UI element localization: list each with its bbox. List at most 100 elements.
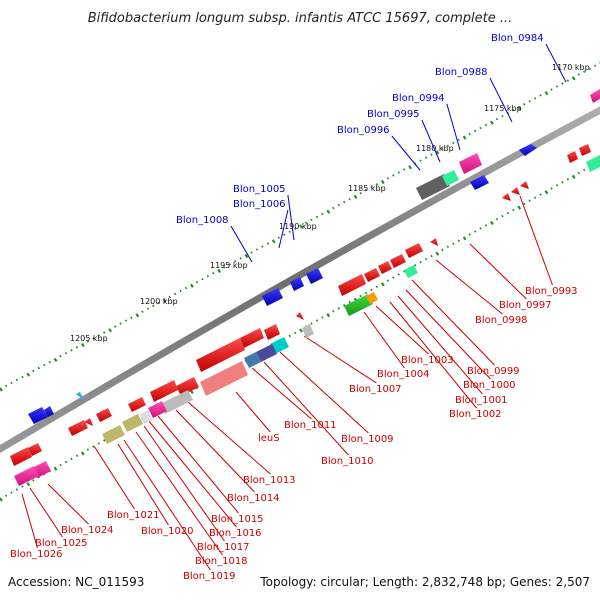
gene-Blon_1007[interactable] [296, 312, 304, 320]
gene-Blon_1006[interactable] [290, 277, 304, 291]
gene-label-Blon_1026[interactable]: Blon_1026 [10, 549, 63, 560]
gene-Blon_0999[interactable] [404, 265, 418, 278]
gene-Blon_1014[interactable] [176, 377, 199, 396]
gene-cyan-left[interactable] [76, 392, 84, 400]
gene-blue-left2[interactable] [44, 406, 54, 417]
outer-rail-tick [528, 100, 531, 103]
gene-Blon_0994[interactable] [459, 153, 482, 174]
gene-label-Blon_0984[interactable]: Blon_0984 [491, 33, 544, 44]
gene-label-Blon_0998[interactable]: Blon_0998 [475, 315, 528, 326]
gene-label-Blon_0996[interactable]: Blon_0996 [337, 125, 390, 136]
gene-Blon_1024[interactable] [68, 420, 88, 436]
gene-label-Blon_1010[interactable]: Blon_1010 [321, 456, 374, 467]
gene-red-right2[interactable] [579, 144, 591, 156]
gene-label-Blon_0997[interactable]: Blon_0997 [499, 300, 552, 311]
gene-label-Blon_0993[interactable]: Blon_0993 [525, 286, 578, 297]
gene-green-right[interactable] [586, 155, 600, 172]
gene-Blon_0997[interactable] [502, 193, 511, 201]
gene-Blon_0993b[interactable] [511, 187, 520, 195]
gene-Blon_0998[interactable] [430, 238, 438, 246]
gene-label-Blon_0995[interactable]: Blon_0995 [367, 109, 420, 120]
gene-label-Blon_1000[interactable]: Blon_1000 [463, 380, 516, 391]
outer-rail-tick [337, 203, 341, 207]
inner-rail-tick [392, 276, 395, 279]
outer-rail-tick [479, 126, 482, 130]
outer-rail-tick [332, 206, 335, 210]
gene-Blon_1019[interactable] [122, 414, 143, 432]
gene-leuS[interactable] [196, 338, 245, 372]
leader-leuS [235, 391, 271, 433]
inner-rail-tick [370, 288, 373, 292]
gene-Blon_1002[interactable] [378, 261, 392, 274]
gene-Blon_1011b[interactable] [240, 328, 264, 348]
outer-rail-tick [206, 274, 210, 278]
gene-label-Blon_1015[interactable]: Blon_1015 [211, 514, 264, 525]
gene-Blon_1021[interactable] [102, 425, 125, 444]
gene-Blon_0996b[interactable] [442, 170, 459, 186]
gene-label-Blon_1001[interactable]: Blon_1001 [455, 395, 508, 406]
gene-Blon_1015[interactable] [160, 390, 193, 414]
gene-red-right1[interactable] [567, 151, 578, 163]
gene-Blon_1004b[interactable] [366, 292, 378, 304]
gene-Blon_1013[interactable] [200, 361, 248, 396]
outer-rail-tick [244, 254, 249, 259]
gene-Blon_1005[interactable] [306, 268, 323, 284]
gene-label-Blon_1006[interactable]: Blon_1006 [233, 199, 286, 210]
gene-label-Blon_1011[interactable]: Blon_1011 [284, 420, 337, 431]
gene-label-Blon_1003[interactable]: Blon_1003 [401, 355, 454, 366]
inner-rail-tick [441, 248, 444, 252]
gene-Blon_1003b[interactable] [338, 274, 366, 296]
inner-rail-tick [310, 322, 313, 325]
gene-Blon_1004[interactable] [344, 294, 373, 316]
gene-label-Blon_0994[interactable]: Blon_0994 [392, 93, 445, 104]
gene-label-leuS[interactable]: leuS [258, 433, 280, 444]
gene-label-Blon_1021[interactable]: Blon_1021 [107, 510, 160, 521]
gene-label-Blon_1013[interactable]: Blon_1013 [243, 475, 296, 486]
gene-Blon_1011[interactable] [244, 352, 261, 368]
gene-label-Blon_1009[interactable]: Blon_1009 [341, 434, 394, 445]
gene-label-Blon_1005[interactable]: Blon_1005 [233, 184, 286, 195]
gene-Blon_0996[interactable] [416, 174, 450, 200]
outer-rail-tick [80, 342, 85, 348]
gene-label-Blon_0999[interactable]: Blon_0999 [467, 366, 520, 377]
gene-Blon_1001[interactable] [390, 254, 406, 268]
gene-Blon_1003[interactable] [364, 268, 380, 282]
gene-Blon_1026b[interactable] [10, 447, 32, 466]
gene-label-Blon_1020[interactable]: Blon_1020 [141, 526, 194, 537]
gene-label-Blon_1016[interactable]: Blon_1016 [209, 528, 262, 539]
gene-label-Blon_1017[interactable]: Blon_1017 [197, 542, 250, 553]
gene-Blon_0988[interactable] [519, 144, 537, 156]
gene-label-Blon_1004[interactable]: Blon_1004 [377, 369, 430, 380]
gene-Blon_1009b[interactable] [264, 324, 280, 340]
gene-label-Blon_1014[interactable]: Blon_1014 [227, 493, 280, 504]
gene-Blon_0984[interactable] [590, 89, 600, 103]
gene-label-Blon_1018[interactable]: Blon_1018 [195, 556, 248, 567]
gene-Blon_0995[interactable] [470, 175, 489, 190]
gene-label-Blon_0988[interactable]: Blon_0988 [435, 67, 488, 78]
gene-Blon_1017[interactable] [148, 401, 167, 418]
gene-Blon_1007b[interactable] [302, 324, 314, 338]
gene-Blon_1024b[interactable] [84, 418, 93, 426]
gene-Blon_1010[interactable] [256, 344, 277, 362]
gene-Blon_1016[interactable] [150, 380, 178, 402]
gene-Blon_1000[interactable] [405, 243, 423, 258]
inner-rail-tick [452, 242, 455, 246]
gene-label-Blon_1002[interactable]: Blon_1002 [449, 409, 502, 420]
gene-Blon_1018[interactable] [140, 410, 152, 424]
leader-Blon_1017 [143, 425, 225, 542]
gene-blue-left1[interactable] [28, 407, 48, 424]
gene-Blon_1020[interactable] [128, 397, 146, 412]
gene-label-Blon_1024[interactable]: Blon_1024 [61, 525, 114, 536]
gene-label-Blon_1008[interactable]: Blon_1008 [176, 215, 229, 226]
gene-Blon_0993[interactable] [520, 181, 529, 189]
outer-rail-tick [593, 64, 597, 68]
gene-label-Blon_1025[interactable]: Blon_1025 [35, 538, 88, 549]
inner-rail-tick [315, 319, 319, 322]
gene-Blon_1008[interactable] [262, 288, 283, 306]
gene-label-Blon_1019[interactable]: Blon_1019 [183, 571, 236, 582]
gene-label-Blon_1007[interactable]: Blon_1007 [349, 384, 402, 395]
gene-Blon_1026c[interactable] [28, 443, 42, 456]
gene-Blon_1026[interactable] [14, 466, 39, 486]
inner-rail-tick [293, 331, 297, 335]
gene-Blon_1021b[interactable] [96, 408, 112, 422]
